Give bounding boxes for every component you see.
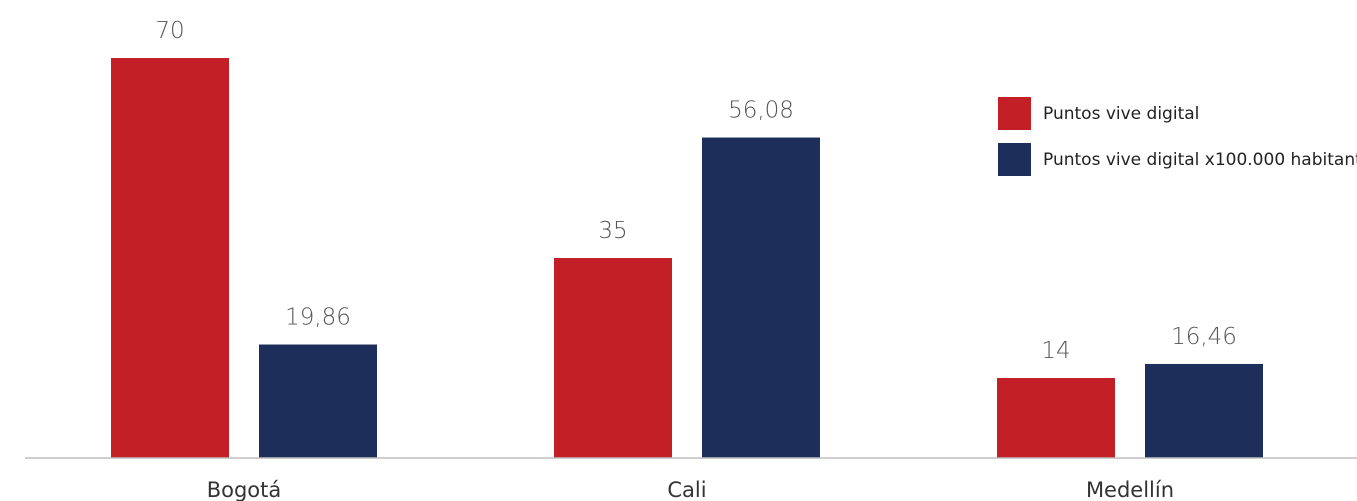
value-label-2-1: 16,46 bbox=[1171, 324, 1237, 350]
legend-label-0: Puntos vive digital bbox=[1043, 104, 1199, 124]
value-label-2-0: 14 bbox=[1041, 338, 1070, 364]
value-label-1-0: 35 bbox=[598, 218, 627, 244]
legend-label-1: Puntos vive digital x100.000 habitantes bbox=[1043, 150, 1357, 170]
bar-1-0 bbox=[554, 258, 672, 458]
category-label-0: Bogotá bbox=[207, 478, 282, 501]
legend-swatch-1 bbox=[998, 143, 1031, 176]
legend: Puntos vive digital Puntos vive digital x… bbox=[998, 97, 1357, 176]
value-label-0-0: 70 bbox=[155, 18, 184, 44]
category-label-2: Medellín bbox=[1086, 478, 1174, 501]
bar-0-1 bbox=[259, 344, 377, 458]
value-label-0-1: 19,86 bbox=[285, 305, 351, 331]
bars-group bbox=[111, 58, 1263, 459]
value-labels-group: 70 19,86 35 56,08 14 16,46 bbox=[155, 18, 1237, 364]
bar-0-0 bbox=[111, 58, 229, 458]
bar-1-1 bbox=[702, 137, 820, 459]
category-label-1: Cali bbox=[667, 478, 706, 501]
bar-2-0 bbox=[997, 378, 1115, 458]
bar-2-1 bbox=[1145, 363, 1263, 458]
value-label-1-1: 56,08 bbox=[728, 98, 794, 124]
category-labels-group: Bogotá Cali Medellín bbox=[207, 478, 1174, 501]
legend-swatch-0 bbox=[998, 97, 1031, 130]
